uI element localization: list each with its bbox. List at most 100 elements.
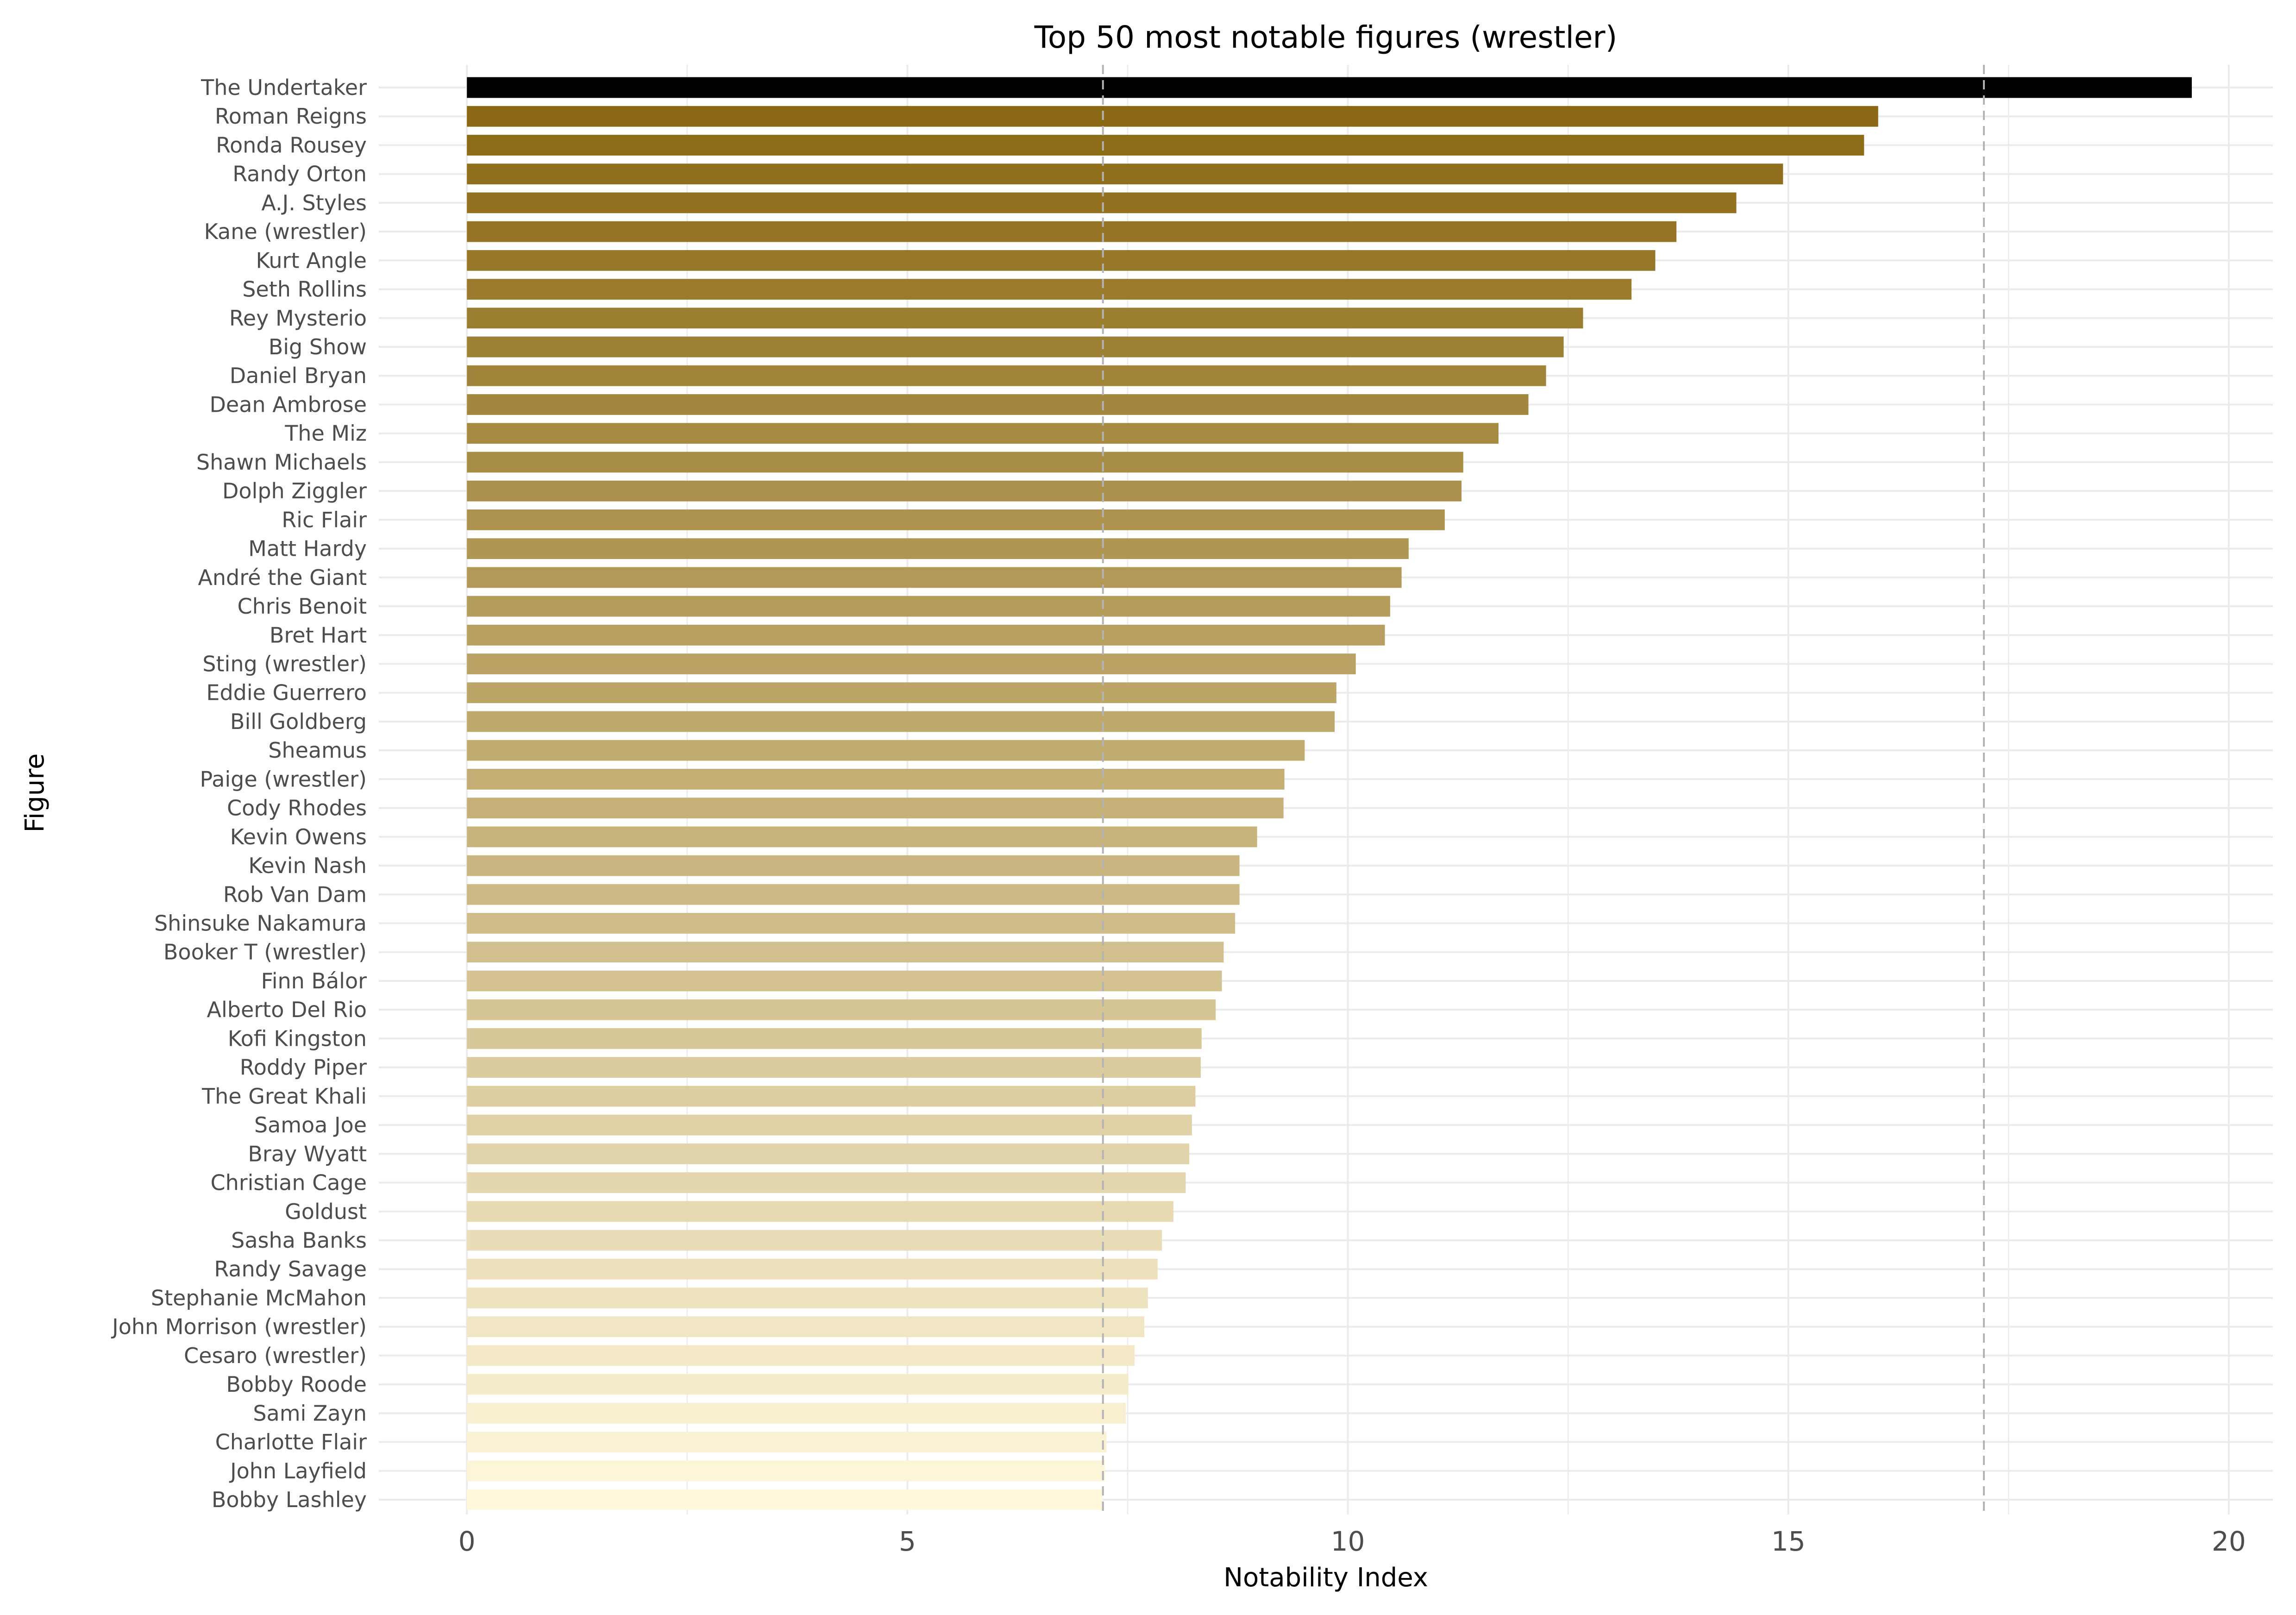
- bar: [467, 452, 1463, 473]
- y-tick-label: Stephanie McMahon: [151, 1285, 367, 1310]
- y-tick-label: Samoa Joe: [254, 1112, 367, 1137]
- bar: [467, 1028, 1202, 1049]
- y-tick-label: Cesaro (wrestler): [184, 1343, 367, 1368]
- y-tick-label: Roddy Piper: [240, 1055, 367, 1080]
- chart-title: Top 50 most notable figures (wrestler): [1034, 19, 1618, 55]
- y-tick-label: Shawn Michaels: [196, 450, 367, 475]
- y-tick-label: The Undertaker: [201, 75, 367, 100]
- y-tick-label: Rob Van Dam: [223, 882, 367, 907]
- bar: [467, 1086, 1196, 1107]
- bar: [467, 567, 1402, 588]
- y-tick-labels: The Undertaker Roman Reigns Ronda Rousey Ra…: [111, 75, 367, 1512]
- y-tick-label: Eddie Guerrero: [206, 680, 367, 705]
- bar: [467, 1489, 1103, 1510]
- y-tick-label: Goldust: [285, 1199, 367, 1224]
- bar: [467, 77, 2192, 98]
- bar: [467, 826, 1257, 848]
- bar: [467, 798, 1284, 819]
- bar: [467, 308, 1583, 329]
- bar: [467, 1432, 1107, 1452]
- bar: [467, 135, 1864, 156]
- bar: [467, 855, 1240, 876]
- bar: [467, 1316, 1145, 1338]
- y-tick-label: Kofi Kingston: [228, 1026, 367, 1051]
- bar: [467, 509, 1445, 530]
- y-tick-label: Cody Rhodes: [227, 796, 367, 821]
- bar: [467, 740, 1305, 761]
- y-tick-label: Bobby Lashley: [212, 1487, 367, 1512]
- y-tick-label: John Morrison (wrestler): [111, 1314, 367, 1339]
- y-tick-label: Rey Mysterio: [229, 306, 367, 331]
- y-tick-label: Ronda Rousey: [216, 132, 367, 157]
- bar: [467, 1172, 1186, 1193]
- bar: [467, 365, 1546, 386]
- y-tick-label: Randy Savage: [214, 1257, 367, 1282]
- bar: [467, 999, 1216, 1020]
- y-tick-label: Christian Cage: [210, 1170, 367, 1195]
- bar: [467, 624, 1385, 646]
- bar: [467, 596, 1390, 617]
- y-tick-label: Alberto Del Rio: [207, 997, 367, 1022]
- bar: [467, 279, 1632, 300]
- y-tick-label: Paige (wrestler): [200, 767, 367, 792]
- y-tick-label: Bill Goldberg: [230, 709, 367, 734]
- bar: [467, 884, 1240, 905]
- bar: [467, 480, 1462, 502]
- bar: [467, 1374, 1129, 1395]
- reference-lines: [1102, 65, 1985, 1514]
- bar: [467, 1402, 1126, 1424]
- y-tick-label: Dolph Ziggler: [222, 478, 367, 503]
- y-tick-label: Randy Orton: [232, 162, 367, 187]
- x-tick-label: 20: [2212, 1526, 2246, 1557]
- bar: [467, 423, 1499, 444]
- bars-layer: [467, 77, 2192, 1510]
- y-tick-label: Bret Hart: [270, 622, 367, 647]
- bar: [467, 768, 1285, 790]
- bar: [467, 970, 1222, 992]
- y-tick-label: Ric Flair: [282, 507, 367, 532]
- bar: [467, 106, 1878, 127]
- x-tick-labels: 0 5 10 15 20: [458, 1526, 2246, 1557]
- bar: [467, 1460, 1105, 1482]
- y-tick-label: Kurt Angle: [256, 248, 367, 273]
- y-tick-label: Charlotte Flair: [215, 1430, 367, 1455]
- bar: [467, 394, 1529, 415]
- bar: [467, 163, 1783, 185]
- y-tick-label: Sasha Banks: [231, 1228, 367, 1253]
- bar: [467, 1288, 1148, 1308]
- bar: [467, 1201, 1173, 1222]
- y-tick-label: Chris Benoit: [237, 594, 367, 619]
- bar: [467, 1258, 1158, 1280]
- bar: [467, 192, 1737, 214]
- y-tick-label: Shinsuke Nakamura: [154, 911, 367, 936]
- x-tick-label: 0: [458, 1526, 476, 1557]
- bar: [467, 1114, 1192, 1136]
- y-tick-label: Kane (wrestler): [204, 219, 367, 244]
- y-axis-title: Figure: [20, 754, 50, 833]
- bar: [467, 711, 1335, 732]
- bar: [467, 250, 1656, 271]
- bar: [467, 336, 1564, 358]
- y-tick-label: Finn Bálor: [261, 968, 367, 993]
- y-tick-label: Sami Zayn: [253, 1401, 367, 1426]
- y-tick-label: Kevin Nash: [248, 853, 367, 878]
- y-tick-label: Bobby Roode: [226, 1372, 367, 1397]
- bar: [467, 1057, 1201, 1078]
- y-tick-label: Dean Ambrose: [210, 392, 367, 417]
- y-tick-label: Sheamus: [268, 738, 367, 763]
- bar: [467, 682, 1336, 704]
- bar: [467, 654, 1356, 674]
- y-tick-label: Seth Rollins: [242, 277, 367, 302]
- bar: [467, 1230, 1162, 1251]
- bar: [467, 1345, 1135, 1366]
- x-axis-title: Notability Index: [1223, 1563, 1428, 1593]
- bar: [467, 221, 1677, 242]
- y-tick-label: A.J. Styles: [261, 190, 367, 215]
- bar: [467, 942, 1224, 963]
- y-tick-label: Roman Reigns: [215, 104, 367, 129]
- x-tick-label: 10: [1331, 1526, 1365, 1557]
- y-tick-label: Bray Wyatt: [248, 1141, 367, 1166]
- y-tick-label: Big Show: [269, 334, 367, 359]
